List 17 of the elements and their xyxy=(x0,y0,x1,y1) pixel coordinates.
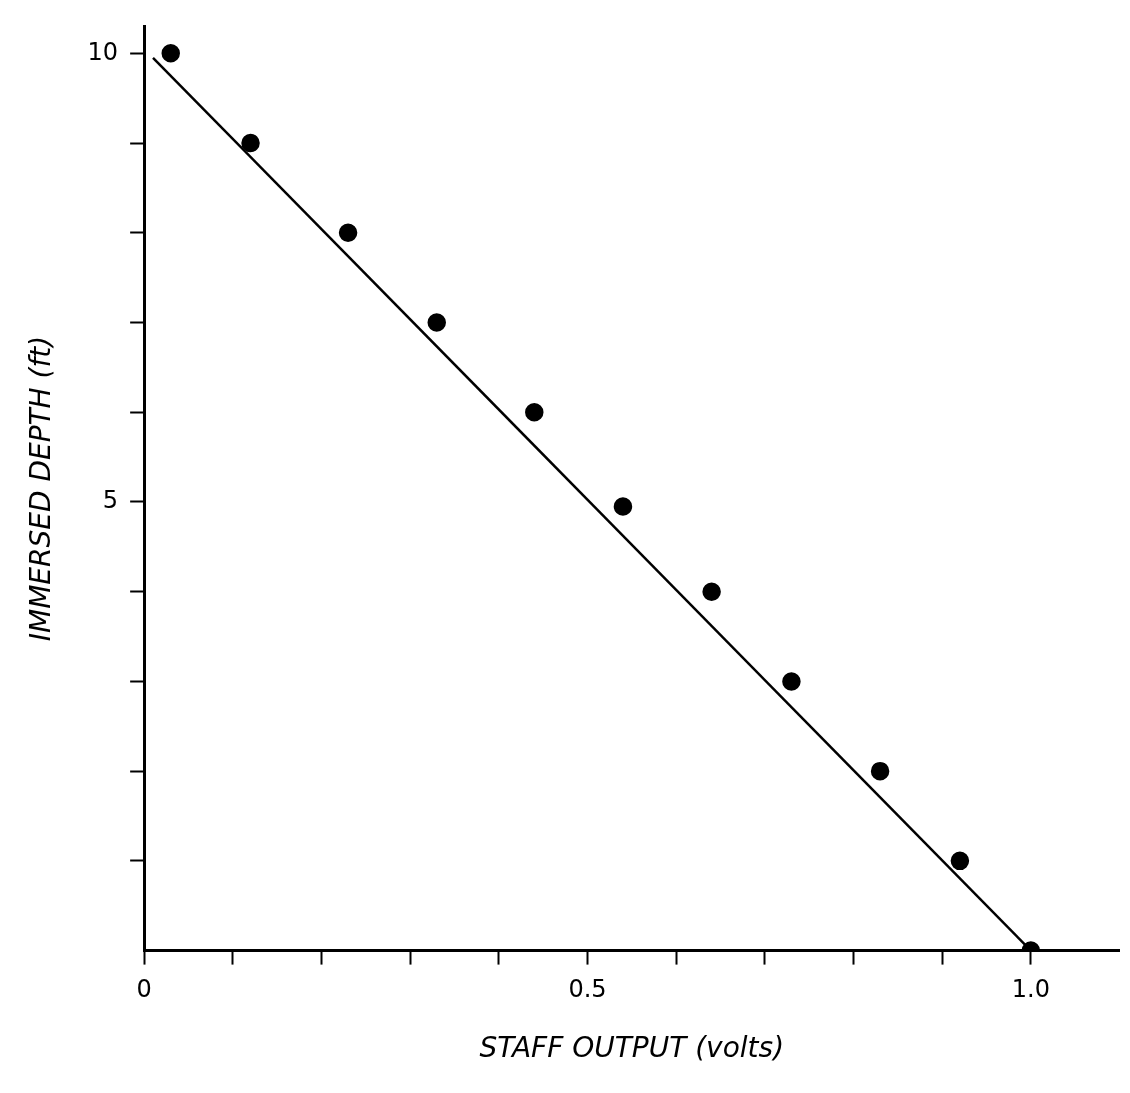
point xyxy=(782,672,801,691)
y-axis-title: IMMERSED DEPTH (ft) xyxy=(24,335,58,642)
point xyxy=(427,313,446,332)
point xyxy=(613,497,633,516)
point xyxy=(241,133,260,153)
x-tick-label: 0 xyxy=(136,975,152,1004)
point xyxy=(702,582,721,601)
point xyxy=(525,402,544,422)
x-tick-label: 1.0 xyxy=(1011,975,1050,1004)
point xyxy=(950,851,970,871)
point xyxy=(870,761,890,781)
x-tick-label: 0.5 xyxy=(568,975,607,1004)
point xyxy=(338,223,358,243)
y-tick-label: 5 xyxy=(102,486,119,515)
point xyxy=(161,44,180,63)
y-tick-label: 10 xyxy=(87,37,119,66)
x-axis-title: STAFF OUTPUT (volts) xyxy=(479,1031,785,1065)
